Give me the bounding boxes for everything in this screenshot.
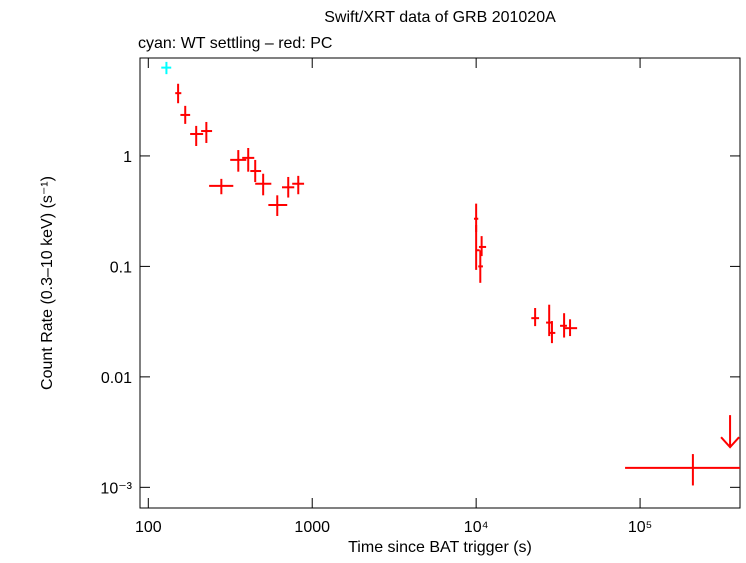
y-tick-label: 0.1 bbox=[110, 259, 132, 276]
x-axis-label: Time since BAT trigger (s) bbox=[348, 539, 532, 556]
upper-limit bbox=[720, 415, 740, 449]
chart-title: Swift/XRT data of GRB 201020A bbox=[324, 9, 556, 26]
x-tick-label: 100 bbox=[135, 519, 162, 536]
chart-subtitle: cyan: WT settling – red: PC bbox=[138, 35, 332, 52]
y-tick-label: 10⁻³ bbox=[100, 480, 132, 497]
y-tick-label: 1 bbox=[123, 149, 132, 166]
y-axis-label: Count Rate (0.3–10 keV) (s⁻¹) bbox=[39, 176, 56, 390]
plot-area bbox=[161, 61, 740, 486]
y-tick-label: 0.01 bbox=[101, 370, 132, 387]
x-tick-label: 10⁴ bbox=[464, 519, 489, 536]
x-tick-label: 10⁵ bbox=[628, 519, 652, 536]
plot-frame bbox=[139, 57, 741, 509]
x-tick-label: 1000 bbox=[294, 519, 330, 536]
